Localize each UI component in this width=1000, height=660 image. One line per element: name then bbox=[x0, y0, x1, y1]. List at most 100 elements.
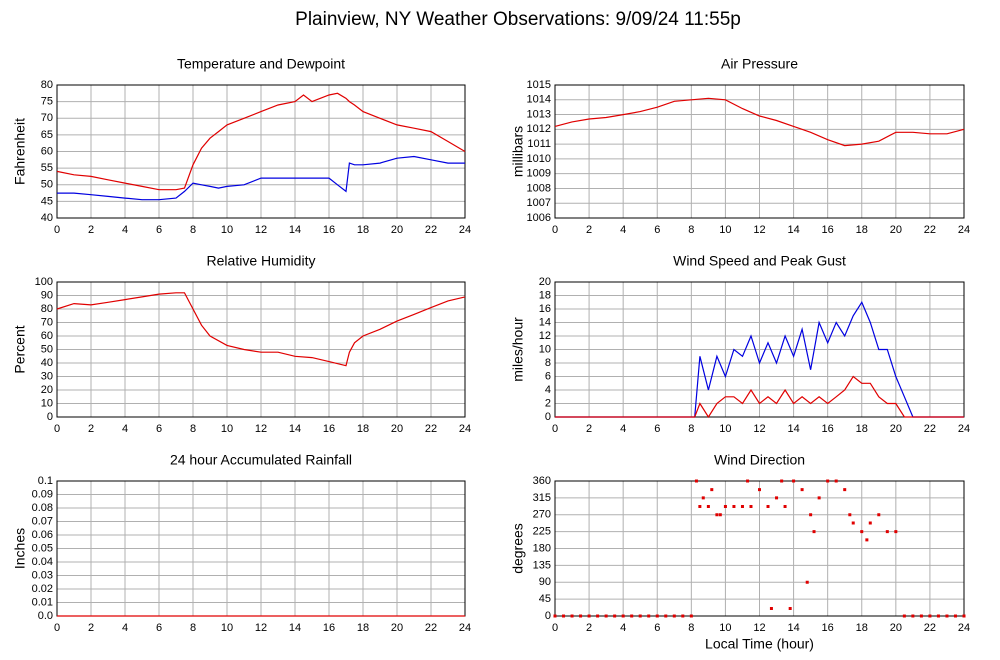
y-tick-label: 50 bbox=[41, 179, 53, 191]
series-line bbox=[56, 292, 466, 367]
scatter-point bbox=[936, 614, 940, 618]
y-tick-label: 0.05 bbox=[32, 542, 53, 554]
x-tick-label: 10 bbox=[719, 224, 731, 236]
x-tick-label: 16 bbox=[323, 224, 335, 236]
scatter-point bbox=[570, 614, 574, 618]
y-tick-label: 70 bbox=[41, 112, 53, 124]
x-tick-label: 12 bbox=[255, 423, 267, 435]
scatter-point bbox=[630, 614, 634, 618]
x-tick-label: 18 bbox=[856, 622, 868, 634]
y-axis-label: millibars bbox=[510, 126, 526, 177]
y-tick-label: 70 bbox=[41, 316, 53, 328]
x-tick-label: 24 bbox=[958, 622, 970, 634]
y-tick-label: 0.02 bbox=[32, 583, 53, 595]
y-tick-label: 0.04 bbox=[32, 556, 53, 568]
scatter-point bbox=[758, 488, 761, 492]
x-tick-label: 4 bbox=[122, 224, 128, 236]
panel-title: Wind Direction bbox=[714, 452, 805, 468]
scatter-point bbox=[877, 513, 881, 517]
x-tick-label: 6 bbox=[156, 423, 162, 435]
scatter-point bbox=[788, 607, 792, 610]
scatter-point bbox=[919, 614, 923, 618]
x-tick-label: 18 bbox=[357, 423, 369, 435]
x-tick-label: 4 bbox=[122, 622, 128, 634]
scatter-point bbox=[749, 505, 753, 508]
x-tick-label: 2 bbox=[586, 224, 592, 236]
scatter-point bbox=[672, 614, 676, 618]
x-tick-label: 18 bbox=[856, 423, 868, 435]
y-tick-label: 20 bbox=[539, 276, 551, 288]
x-tick-label: 16 bbox=[323, 622, 335, 634]
x-tick-label: 22 bbox=[924, 622, 936, 634]
scatter-point bbox=[638, 614, 642, 618]
y-tick-label: 8 bbox=[545, 357, 551, 369]
scatter-point bbox=[817, 496, 821, 500]
scatter-point bbox=[664, 614, 668, 618]
y-tick-label: 10 bbox=[539, 343, 551, 355]
x-tick-label: 22 bbox=[425, 622, 437, 634]
x-tick-label: 6 bbox=[156, 622, 162, 634]
x-tick-label: 0 bbox=[54, 622, 60, 634]
y-tick-label: 45 bbox=[41, 195, 53, 207]
x-tick-label: 10 bbox=[221, 423, 233, 435]
x-tick-label: 0 bbox=[54, 423, 60, 435]
y-tick-label: 40 bbox=[41, 357, 53, 369]
y-tick-label: 60 bbox=[41, 145, 53, 157]
y-tick-label: 1007 bbox=[527, 197, 551, 209]
scatter-point bbox=[579, 614, 583, 618]
y-tick-label: 2 bbox=[545, 397, 551, 409]
scatter-point bbox=[718, 513, 722, 517]
scatter-point bbox=[706, 505, 710, 508]
x-tick-label: 16 bbox=[822, 622, 834, 634]
x-tick-label: 2 bbox=[88, 224, 94, 236]
x-tick-label: 14 bbox=[289, 423, 301, 435]
y-tick-label: 4 bbox=[545, 384, 551, 396]
y-tick-label: 40 bbox=[41, 212, 53, 224]
y-tick-label: 100 bbox=[35, 276, 53, 288]
series-line bbox=[554, 97, 965, 147]
x-tick-label: 10 bbox=[221, 224, 233, 236]
y-tick-label: 1010 bbox=[527, 153, 551, 165]
x-tick-label: 4 bbox=[620, 423, 626, 435]
y-axis-label: Fahrenheit bbox=[12, 118, 28, 185]
panel-title: Wind Speed and Peak Gust bbox=[673, 253, 846, 269]
scatter-point bbox=[805, 580, 809, 584]
x-tick-label: 24 bbox=[459, 224, 471, 236]
panel-title: 24 hour Accumulated Rainfall bbox=[170, 452, 352, 468]
x-tick-label: 12 bbox=[753, 622, 765, 634]
x-tick-label: 12 bbox=[753, 423, 765, 435]
x-tick-label: 18 bbox=[357, 622, 369, 634]
x-tick-label: 16 bbox=[822, 224, 834, 236]
x-tick-label: 10 bbox=[719, 622, 731, 634]
x-tick-label: 20 bbox=[890, 224, 902, 236]
scatter-point bbox=[902, 614, 906, 618]
x-tick-label: 12 bbox=[753, 224, 765, 236]
x-tick-label: 8 bbox=[688, 423, 694, 435]
scatter-point bbox=[809, 513, 813, 517]
y-tick-label: 0.0 bbox=[38, 610, 53, 622]
scatter-point bbox=[710, 488, 714, 492]
x-tick-label: 6 bbox=[156, 224, 162, 236]
x-tick-label: 8 bbox=[688, 622, 694, 634]
y-tick-label: 30 bbox=[41, 370, 53, 382]
scatter-point bbox=[868, 521, 872, 525]
scatter-point bbox=[647, 614, 651, 618]
x-tick-label: 8 bbox=[190, 622, 196, 634]
x-tick-label: 16 bbox=[822, 423, 834, 435]
scatter-point bbox=[694, 479, 698, 483]
x-tick-label: 2 bbox=[586, 423, 592, 435]
y-tick-label: 90 bbox=[41, 289, 53, 301]
x-axis-label: Local Time (hour) bbox=[705, 636, 814, 652]
y-tick-label: 1011 bbox=[527, 138, 551, 150]
y-tick-label: 1015 bbox=[527, 79, 551, 91]
panel-title: Temperature and Dewpoint bbox=[177, 56, 345, 72]
y-tick-label: 0 bbox=[545, 411, 551, 423]
series-line bbox=[57, 155, 465, 201]
y-tick-label: 180 bbox=[533, 542, 551, 554]
x-tick-label: 0 bbox=[552, 622, 558, 634]
x-tick-label: 4 bbox=[620, 224, 626, 236]
scatter-point bbox=[766, 505, 770, 508]
x-tick-label: 10 bbox=[719, 423, 731, 435]
y-tick-label: 80 bbox=[41, 303, 53, 315]
scatter-point bbox=[681, 614, 685, 618]
